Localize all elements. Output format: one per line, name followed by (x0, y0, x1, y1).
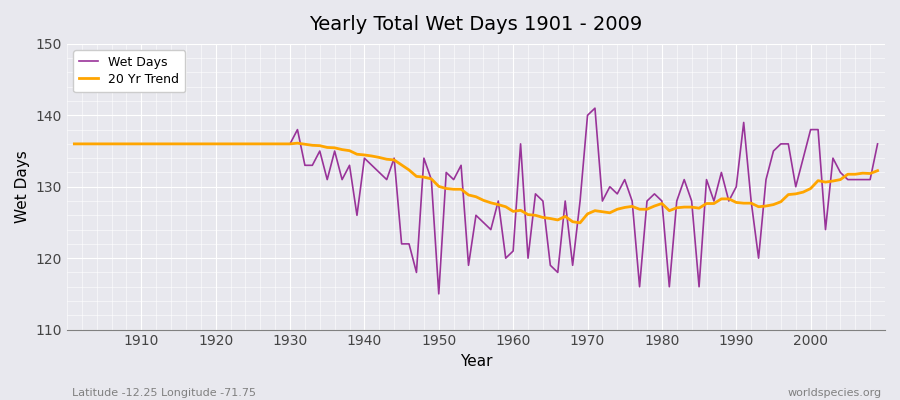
Line: 20 Yr Trend: 20 Yr Trend (75, 143, 878, 223)
Wet Days (590, 106, 600, 110)
20 Yr Trend (508, 209, 518, 214)
20 Yr Trend (292, 141, 303, 146)
Wet Days (872, 142, 883, 146)
20 Yr Trend (344, 148, 355, 153)
20 Yr Trend (515, 208, 526, 213)
Y-axis label: Wet Days: Wet Days (15, 150, 30, 223)
Wet Days (508, 249, 518, 254)
Wet Days (69, 142, 80, 146)
20 Yr Trend (612, 207, 623, 212)
20 Yr Trend (129, 142, 140, 146)
Wet Days (434, 292, 445, 296)
Wet Days (337, 177, 347, 182)
20 Yr Trend (575, 220, 586, 225)
Wet Days (129, 142, 140, 146)
Text: Latitude -12.25 Longitude -71.75: Latitude -12.25 Longitude -71.75 (72, 388, 256, 398)
Wet Days (612, 192, 623, 196)
Line: Wet Days: Wet Days (75, 108, 878, 294)
20 Yr Trend (872, 168, 883, 173)
Wet Days (515, 142, 526, 146)
20 Yr Trend (300, 142, 310, 147)
Wet Days (292, 127, 303, 132)
Text: worldspecies.org: worldspecies.org (788, 388, 882, 398)
Legend: Wet Days, 20 Yr Trend: Wet Days, 20 Yr Trend (73, 50, 185, 92)
20 Yr Trend (69, 142, 80, 146)
X-axis label: Year: Year (460, 354, 492, 369)
Title: Yearly Total Wet Days 1901 - 2009: Yearly Total Wet Days 1901 - 2009 (310, 15, 643, 34)
